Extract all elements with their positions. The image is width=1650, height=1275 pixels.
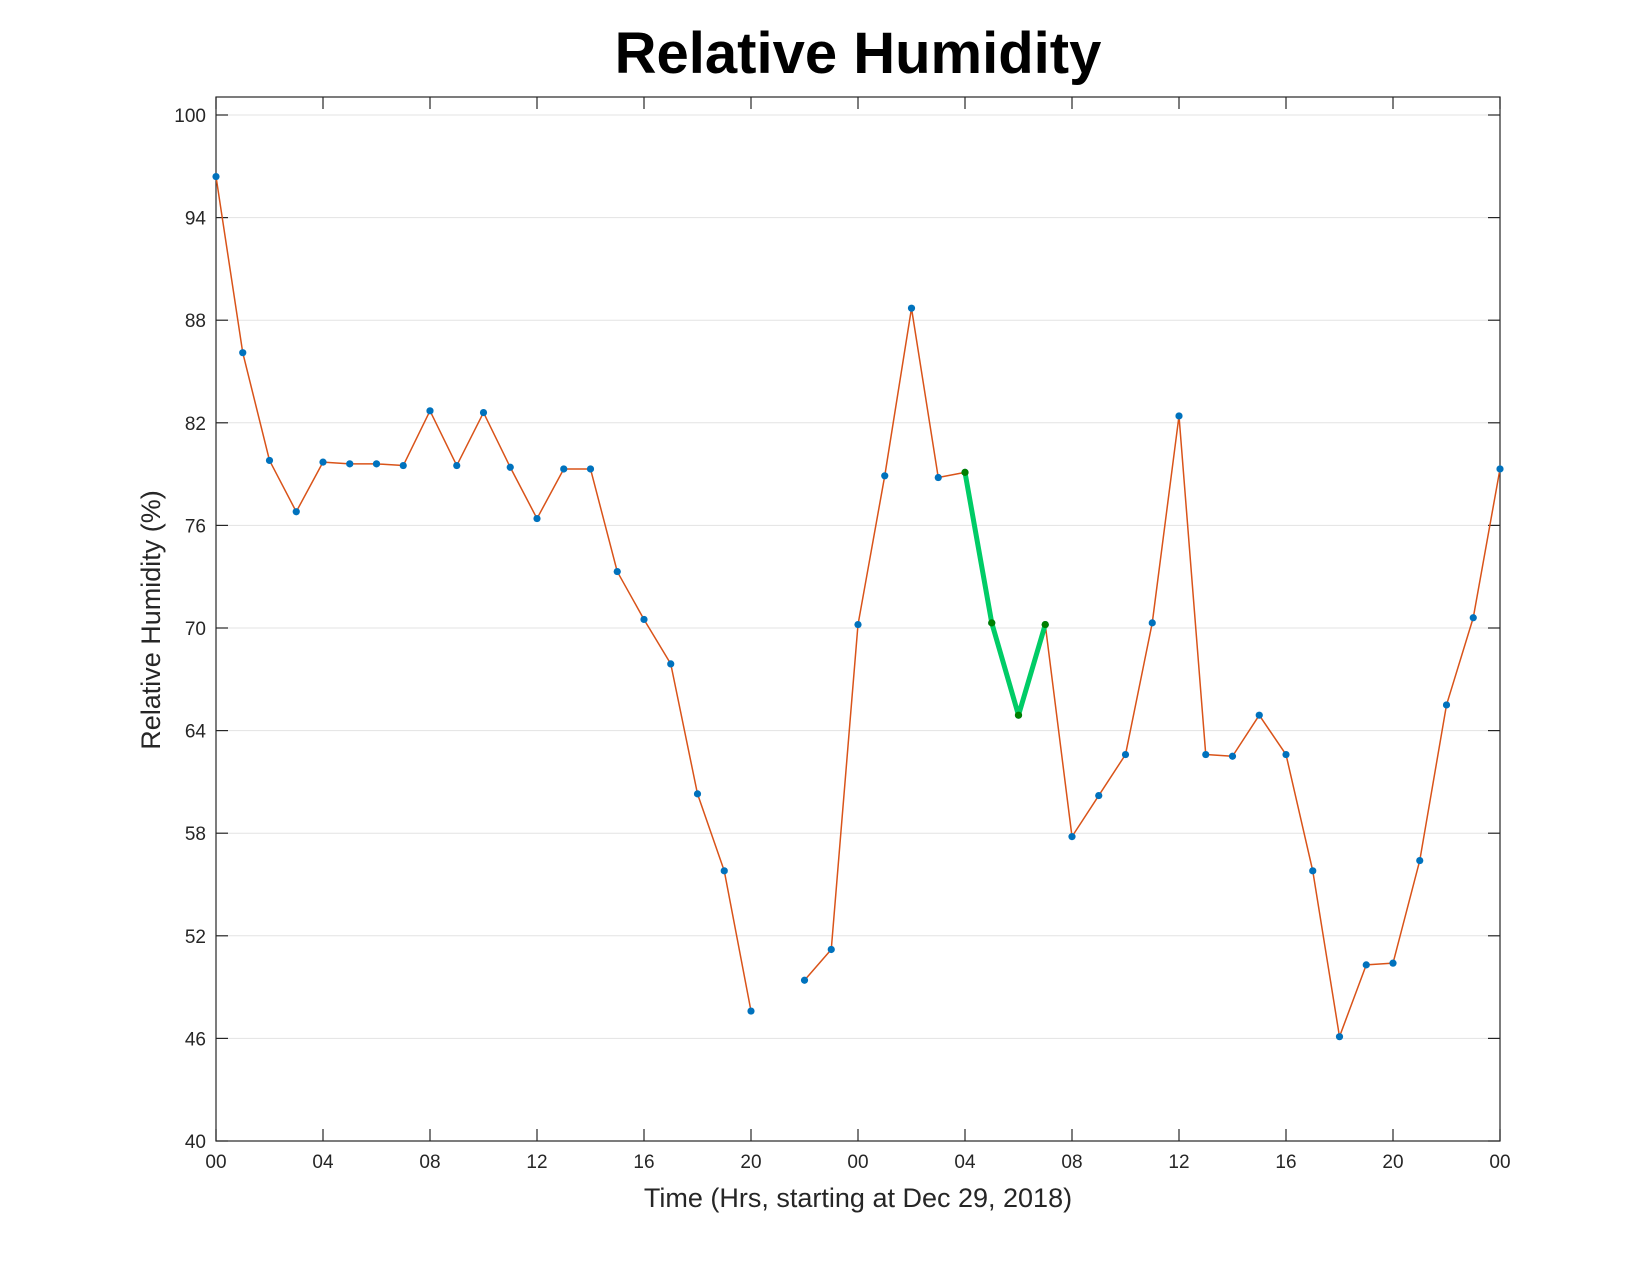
- data-point: [720, 867, 728, 875]
- data-point: [586, 465, 595, 473]
- data-point: [1202, 750, 1210, 759]
- series-2-line: [962, 469, 1048, 718]
- series-1-line: [215, 175, 752, 1012]
- data-point: [372, 460, 381, 468]
- data-point: [1282, 750, 1290, 759]
- y-tick-label: 76: [185, 516, 206, 537]
- x-tick-label: 20: [740, 1152, 761, 1173]
- data-point: [453, 461, 461, 470]
- data-point: [292, 508, 300, 516]
- y-tick-label: 94: [185, 209, 207, 230]
- data-point: [1014, 711, 1023, 719]
- data-point: [346, 460, 354, 468]
- data-point: [934, 473, 942, 482]
- data-point: [399, 461, 407, 470]
- data-point: [1255, 711, 1263, 719]
- x-tick-label: 04: [954, 1152, 976, 1173]
- data-point: [1175, 412, 1183, 420]
- data-point: [1416, 856, 1424, 865]
- data-point: [613, 567, 621, 576]
- y-tick-label: 88: [185, 311, 206, 332]
- data-point: [506, 463, 514, 471]
- data-point: [560, 465, 568, 473]
- data-point: [1335, 1033, 1344, 1041]
- data-point: [1309, 867, 1317, 875]
- y-axis-label: Relative Humidity (%): [136, 490, 166, 750]
- x-tick-label: 12: [1168, 1152, 1189, 1173]
- chart-title: Relative Humidity: [615, 21, 1102, 86]
- data-point: [533, 514, 541, 523]
- data-point: [881, 472, 889, 480]
- data-point: [239, 349, 247, 357]
- data-point: [907, 304, 916, 312]
- data-point: [212, 172, 220, 181]
- x-tick-label: 16: [633, 1152, 654, 1173]
- data-point: [1389, 959, 1397, 967]
- data-point: [854, 620, 862, 629]
- data-point: [1442, 701, 1451, 709]
- data-point: [667, 660, 675, 668]
- y-tick-label: 82: [185, 414, 206, 435]
- data-point: [1148, 619, 1156, 627]
- y-tick-label: 40: [185, 1132, 206, 1153]
- x-tick-label: 00: [1489, 1152, 1510, 1173]
- x-tick-label: 12: [526, 1152, 547, 1173]
- data-point: [961, 468, 969, 476]
- data-point: [265, 456, 274, 465]
- data-point: [426, 407, 434, 415]
- x-tick-label: 04: [312, 1152, 334, 1173]
- y-tick-label: 70: [185, 619, 206, 640]
- data-point: [640, 615, 648, 624]
- x-tick-label: 08: [1061, 1152, 1082, 1173]
- data-point: [827, 945, 835, 954]
- data-point: [1068, 833, 1076, 841]
- data-point: [319, 458, 327, 466]
- data-point: [693, 790, 702, 798]
- x-tick-label: 20: [1382, 1152, 1403, 1173]
- x-tick-label: 00: [205, 1152, 226, 1173]
- axes-ticks: 40 46 52 58 64 70 76 82 88 94 100 00 04 08 12 16 20 00 04 0…: [174, 97, 1511, 1173]
- data-point: [1121, 750, 1130, 759]
- data-point: [1041, 620, 1049, 629]
- y-tick-label: 46: [185, 1029, 206, 1050]
- data-point: [1496, 465, 1504, 473]
- x-tick-label: 08: [419, 1152, 440, 1173]
- series-1-line: [803, 307, 1501, 1038]
- series-layer: [212, 172, 1504, 1041]
- series-2: [961, 468, 1049, 719]
- series-1: [212, 172, 1504, 1041]
- x-tick-label: 16: [1275, 1152, 1296, 1173]
- data-point: [479, 408, 488, 417]
- data-point: [1095, 791, 1103, 800]
- plot-area: [215, 96, 1501, 1142]
- x-axis-label: Time (Hrs, starting at Dec 29, 2018): [644, 1183, 1072, 1213]
- data-point: [800, 976, 809, 984]
- data-point: [747, 1007, 755, 1015]
- data-point: [1362, 961, 1370, 969]
- y-tick-label: 52: [185, 927, 206, 948]
- data-point: [988, 619, 996, 627]
- x-tick-label: 00: [847, 1152, 868, 1173]
- data-point: [1469, 614, 1477, 622]
- y-tick-label: 64: [185, 722, 207, 743]
- y-tick-label: 100: [174, 106, 206, 127]
- y-tick-label: 58: [185, 824, 206, 845]
- data-point: [1228, 752, 1237, 760]
